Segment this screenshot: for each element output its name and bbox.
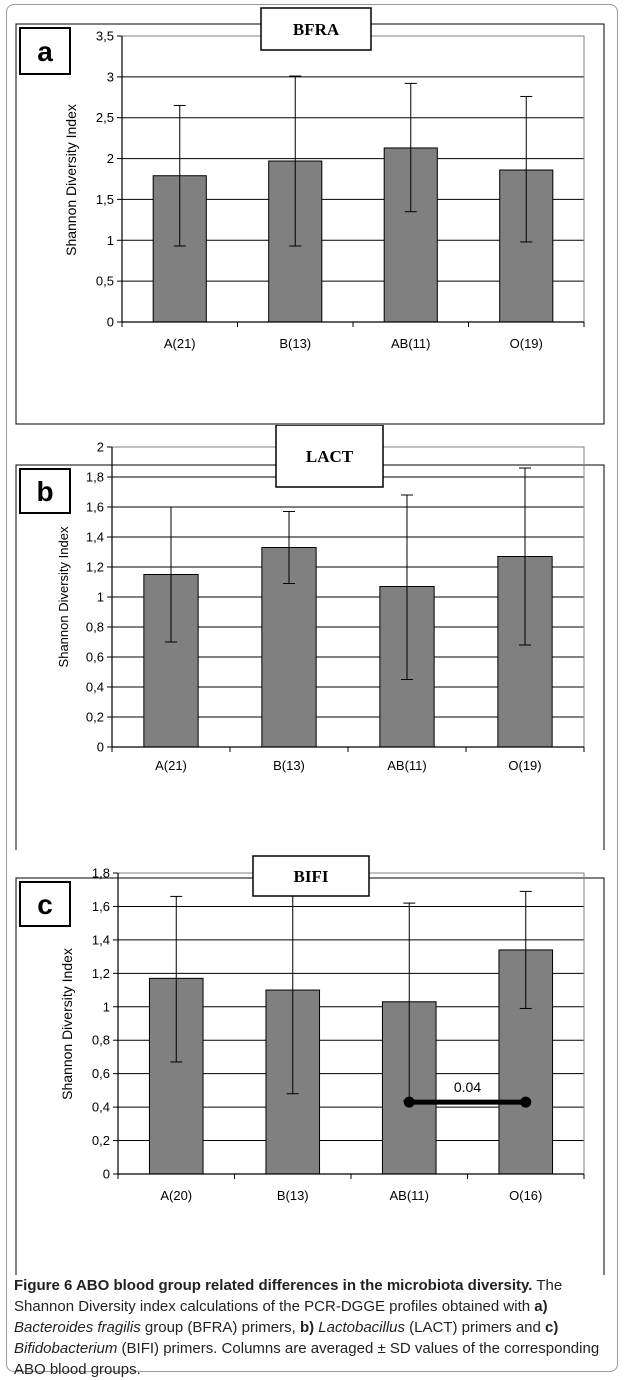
- y-tick-label: 2: [107, 151, 114, 166]
- caption-species-a: Bacteroides fragilis: [14, 1319, 141, 1336]
- chart-title-box: [260, 7, 372, 51]
- significance-endpoint: [520, 1096, 532, 1108]
- caption-label-a: a): [534, 1298, 548, 1315]
- caption-species-c: Bifidobacterium: [14, 1340, 118, 1357]
- panel-letter: a: [37, 36, 53, 67]
- panel-letter: b: [36, 476, 53, 507]
- x-tick-label: AB(11): [390, 1188, 430, 1203]
- y-tick-label: 0,8: [86, 620, 104, 635]
- panel-letter: c: [37, 889, 53, 920]
- y-tick-label: 0,4: [86, 680, 104, 695]
- y-tick-label: 0,2: [86, 710, 104, 725]
- chart-title-box: [252, 855, 370, 897]
- y-tick-label: 1,4: [86, 530, 104, 545]
- caption-text-3: (LACT) primers and: [405, 1319, 546, 1336]
- y-tick-label: 3: [107, 69, 114, 84]
- chart-panel-c: 0 0,2 0,4 0,6 0,8 1 1,2 1,4 1,6 1,8 A(20) B(13) AB(1…: [15, 855, 605, 1275]
- y-tick-label: 1: [97, 590, 104, 605]
- panel-letter-box: [19, 27, 71, 75]
- x-tick-label: O(19): [510, 336, 543, 351]
- x-tick-label: A(20): [160, 1188, 192, 1203]
- chart-panel-b: 0 0,2 0,4 0,6 0,8 1 1,2 1,4 1,6 1,8 2 A(21) B(13) AB(…: [15, 425, 605, 850]
- p-value-label: 0.04: [454, 1079, 481, 1095]
- y-axis-label: Shannon Diversity Index: [63, 104, 79, 256]
- y-tick-label: 2: [97, 440, 104, 455]
- significance-endpoint: [403, 1096, 415, 1108]
- caption-title: Figure 6 ABO blood group related differe…: [14, 1277, 533, 1294]
- x-tick-label: B(13): [273, 758, 305, 773]
- y-tick-label: 0: [107, 315, 114, 330]
- x-tick-label: A(21): [164, 336, 196, 351]
- y-tick-label: 0: [103, 1167, 110, 1182]
- figure-caption: Figure 6 ABO blood group related differe…: [14, 1275, 610, 1380]
- y-tick-label: 0,2: [92, 1133, 110, 1148]
- caption-label-c: c): [545, 1319, 559, 1336]
- x-tick-label: B(13): [277, 1188, 309, 1203]
- y-tick-label: 0,6: [86, 650, 104, 665]
- y-tick-label: 1,8: [92, 866, 110, 881]
- chart-title: LACT: [306, 447, 354, 466]
- x-tick-label: A(21): [155, 758, 187, 773]
- caption-text-4: (BIFI) primers. Columns are averaged ± S…: [14, 1340, 600, 1378]
- y-tick-label: 0,6: [92, 1066, 110, 1081]
- y-tick-label: 1,5: [96, 192, 114, 207]
- caption-text-1: The Shannon Diversity index calculations…: [14, 1277, 563, 1315]
- y-tick-label: 1,8: [86, 470, 104, 485]
- caption-label-b: b): [299, 1319, 315, 1336]
- chart-title: BIFI: [294, 867, 329, 886]
- y-tick-label: 0,8: [92, 1033, 110, 1048]
- x-tick-label: AB(11): [387, 758, 427, 773]
- y-tick-label: 1,6: [86, 500, 104, 515]
- x-tick-label: O(19): [508, 758, 541, 773]
- x-tick-label: B(13): [279, 336, 311, 351]
- y-tick-label: 1,2: [86, 560, 104, 575]
- chart-panel-a: 0 0,5 1 1,5 2 2,5 3 3,5 A(21) B(13) AB(11) O(19) Sha…: [15, 7, 605, 425]
- y-tick-label: 1: [103, 999, 110, 1014]
- y-tick-label: 0,5: [96, 274, 114, 289]
- panel-letter-box: [19, 468, 71, 514]
- y-axis-label: Shannon Diversity Index: [56, 526, 71, 667]
- y-tick-label: 1,2: [92, 966, 110, 981]
- x-tick-label: O(16): [509, 1188, 542, 1203]
- caption-text-2: group (BFRA) primers,: [140, 1319, 300, 1336]
- chart-title-box: [275, 425, 384, 488]
- panel-letter-box: [19, 881, 71, 927]
- y-tick-label: 0: [97, 740, 104, 755]
- y-tick-label: 3,5: [96, 29, 114, 44]
- caption-species-b: Lactobacillus: [318, 1319, 405, 1336]
- y-tick-label: 0,4: [92, 1100, 110, 1115]
- y-tick-label: 2,5: [96, 110, 114, 125]
- chart-title: BFRA: [293, 20, 340, 39]
- y-axis-label: Shannon Diversity Index: [59, 948, 75, 1100]
- y-tick-label: 1: [107, 233, 114, 248]
- y-tick-label: 1,6: [92, 899, 110, 914]
- y-tick-label: 1,4: [92, 932, 110, 947]
- x-tick-label: AB(11): [391, 336, 431, 351]
